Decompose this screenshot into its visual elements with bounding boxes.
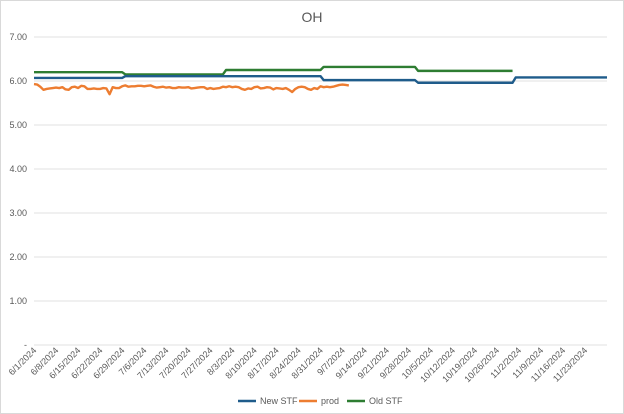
legend-label-new-stf: New STF [260,396,298,406]
series-line-old-stf [34,65,513,76]
legend-label-old-stf: Old STF [369,396,403,406]
y-tick-label: 2.00 [9,252,27,262]
y-tick-label: 5.00 [9,120,27,130]
y-tick-label: 7.00 [9,32,27,42]
y-tick-label: 6.00 [9,76,27,86]
y-tick-label: - [24,340,27,350]
y-tick-label: 4.00 [9,164,27,174]
legend-label-prod: prod [321,396,339,406]
series-line-prod [33,82,350,96]
chart-title: OH [302,9,323,25]
series-line-new-stf [34,74,607,84]
y-tick-label: 1.00 [9,296,27,306]
y-tick-label: 3.00 [9,208,27,218]
